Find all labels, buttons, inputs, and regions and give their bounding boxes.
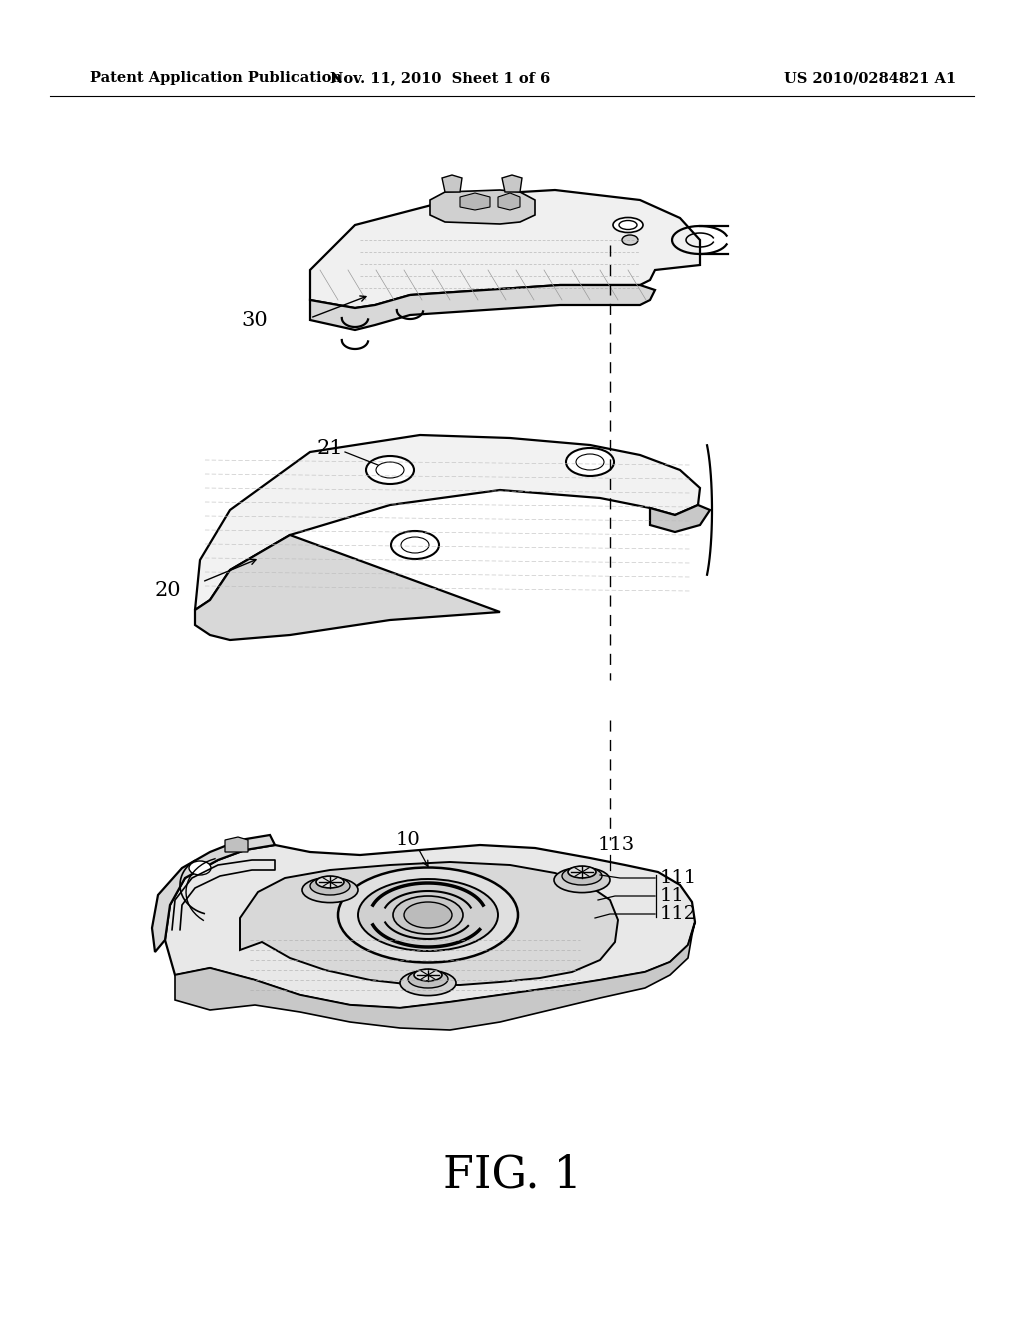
Text: 111: 111 <box>660 869 697 887</box>
Ellipse shape <box>338 867 518 962</box>
Text: 30: 30 <box>242 310 268 330</box>
Text: Nov. 11, 2010  Sheet 1 of 6: Nov. 11, 2010 Sheet 1 of 6 <box>330 71 550 84</box>
Polygon shape <box>442 176 462 191</box>
Ellipse shape <box>568 866 596 878</box>
Text: 113: 113 <box>598 836 635 854</box>
Polygon shape <box>460 193 490 210</box>
Text: 10: 10 <box>395 832 421 849</box>
Polygon shape <box>225 837 248 851</box>
Polygon shape <box>502 176 522 191</box>
Ellipse shape <box>554 867 610 892</box>
Polygon shape <box>165 845 695 1008</box>
Ellipse shape <box>189 861 211 875</box>
Text: Patent Application Publication: Patent Application Publication <box>90 71 342 84</box>
Polygon shape <box>175 921 695 1030</box>
Ellipse shape <box>366 455 414 484</box>
Text: US 2010/0284821 A1: US 2010/0284821 A1 <box>784 71 956 84</box>
Ellipse shape <box>613 218 643 232</box>
Ellipse shape <box>408 970 449 987</box>
Ellipse shape <box>566 447 614 477</box>
Ellipse shape <box>302 878 358 903</box>
Text: FIG. 1: FIG. 1 <box>442 1154 582 1197</box>
Polygon shape <box>310 190 700 308</box>
Polygon shape <box>195 535 500 640</box>
Polygon shape <box>240 862 618 985</box>
Polygon shape <box>498 193 520 210</box>
Polygon shape <box>195 436 700 610</box>
Text: 112: 112 <box>660 906 697 923</box>
Ellipse shape <box>414 969 442 981</box>
Text: 20: 20 <box>155 581 181 599</box>
Polygon shape <box>310 285 655 330</box>
Ellipse shape <box>391 531 439 558</box>
Ellipse shape <box>622 235 638 246</box>
Text: 21: 21 <box>316 438 343 458</box>
Ellipse shape <box>562 867 602 884</box>
Ellipse shape <box>393 896 463 935</box>
Ellipse shape <box>404 902 452 928</box>
Ellipse shape <box>310 876 350 895</box>
Polygon shape <box>650 506 710 532</box>
Text: 11: 11 <box>660 887 685 906</box>
Ellipse shape <box>400 970 456 995</box>
Ellipse shape <box>316 876 344 888</box>
Polygon shape <box>152 836 275 952</box>
Ellipse shape <box>358 879 498 950</box>
Polygon shape <box>430 190 535 224</box>
